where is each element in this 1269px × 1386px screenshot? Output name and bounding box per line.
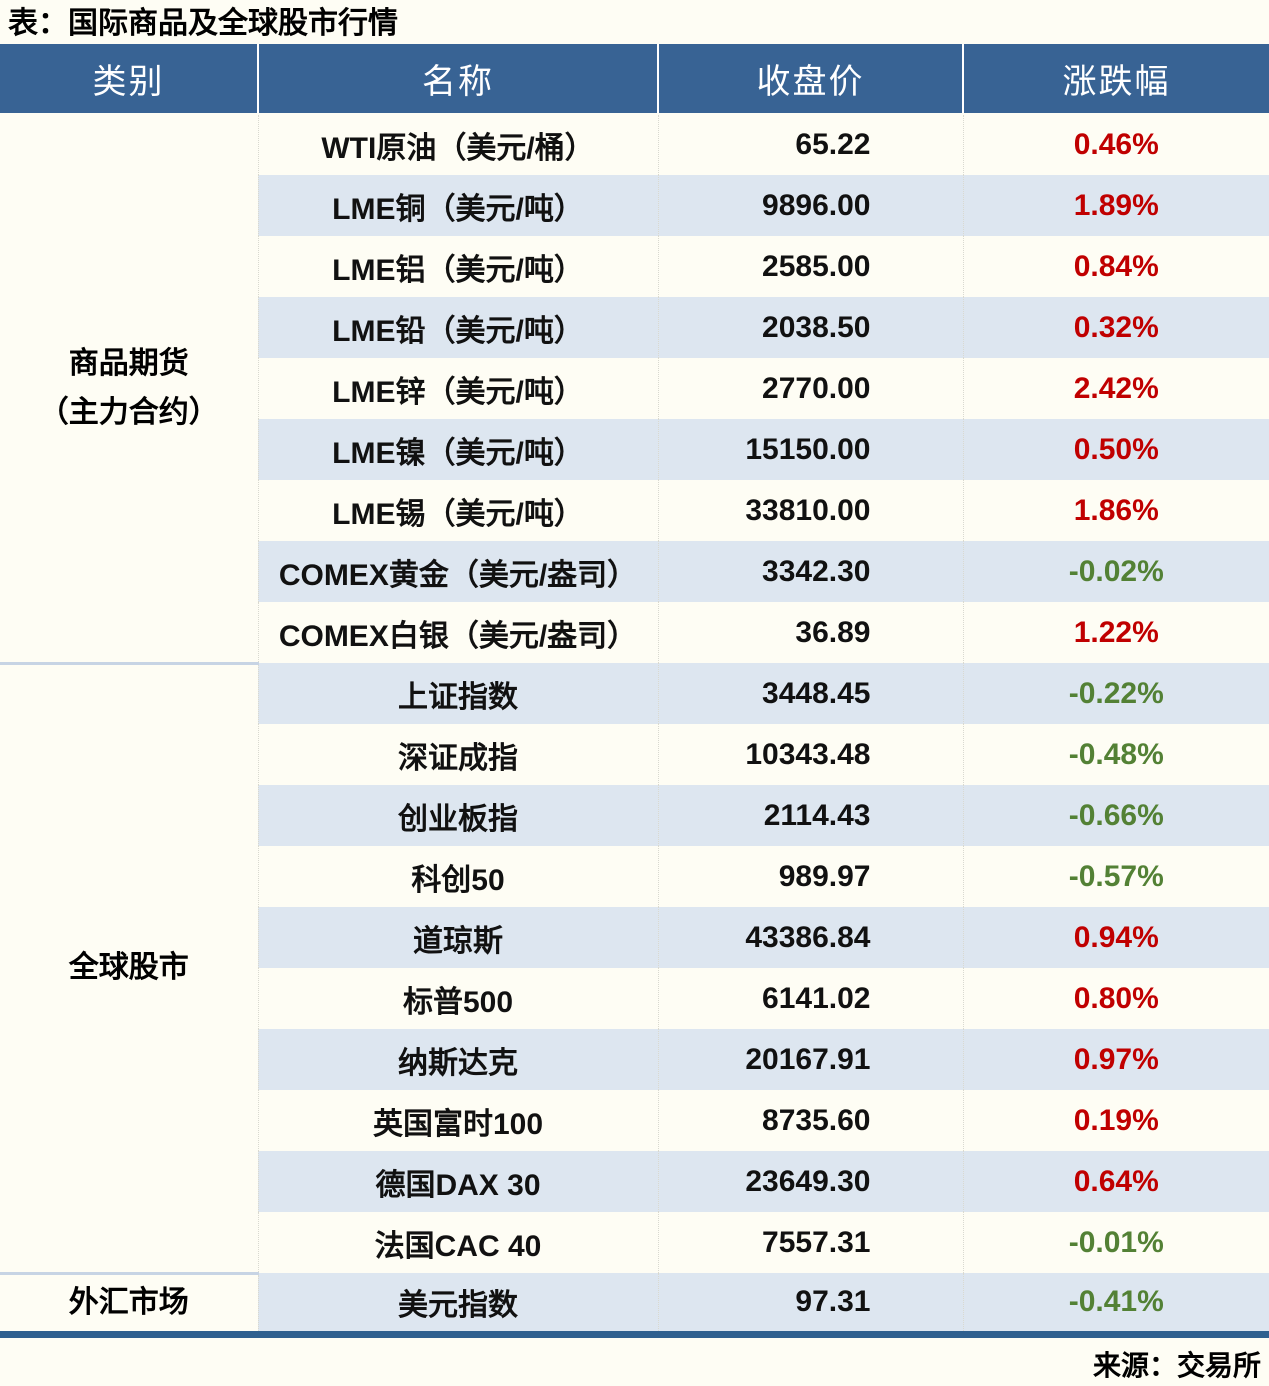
change-percent: 0.64% [962,1151,1269,1212]
table-row: LME镍（美元/吨） 15150.00 0.50% [0,419,1269,480]
change-percent: 0.84% [962,236,1269,297]
table-row: LME铜（美元/吨） 9896.00 1.89% [0,175,1269,236]
table-row: COMEX黄金（美元/盎司） 3342.30 -0.02% [0,541,1269,602]
close-price: 43386.84 [657,907,963,968]
table-row: 创业板指 2114.43 -0.66% [0,785,1269,846]
table-row: 标普500 6141.02 0.80% [0,968,1269,1029]
change-percent: 0.19% [962,1090,1269,1151]
instrument-name: 科创50 [257,846,658,907]
change-percent: 1.89% [962,175,1269,236]
change-percent: 2.42% [962,358,1269,419]
table-row: 纳斯达克 20167.91 0.97% [0,1029,1269,1090]
close-price: 10343.48 [657,724,963,785]
change-percent: 0.46% [962,114,1269,175]
page-title: 表：国际商品及全球股市行情 [8,7,398,40]
instrument-name: COMEX黄金（美元/盎司） [257,541,658,602]
instrument-name: LME铝（美元/吨） [257,236,658,297]
instrument-name: 法国CAC 40 [257,1212,658,1273]
close-price: 989.97 [657,846,963,907]
instrument-name: 美元指数 [257,1273,658,1334]
close-price: 2114.43 [657,785,963,846]
change-percent: -0.66% [962,785,1269,846]
source-note: 来源：交易所 [1092,1349,1261,1381]
market-table: 类别 名称 收盘价 涨跌幅 商品期货 （主力合约） WTI原油（美元/桶） 65.22 0.4… [0,44,1269,1338]
change-percent: 0.94% [962,907,1269,968]
table-header: 类别 名称 收盘价 涨跌幅 [0,44,1269,115]
change-percent: -0.48% [962,724,1269,785]
close-price: 9896.00 [657,175,963,236]
instrument-name: COMEX白银（美元/盎司） [257,602,658,663]
instrument-name: 纳斯达克 [257,1029,658,1090]
close-price: 2770.00 [657,358,963,419]
instrument-name: 英国富时100 [257,1090,658,1151]
table-row: 全球股市 上证指数 3448.45 -0.22% [0,661,1269,1273]
table-row: LME铅（美元/吨） 2038.50 0.32% [0,297,1269,358]
table-body: 商品期货 （主力合约） WTI原油（美元/桶） 65.22 0.46% LME铜（美元/吨… [0,114,1269,1334]
close-price: 15150.00 [657,419,963,480]
table-row: LME铝（美元/吨） 2585.00 0.84% [0,236,1269,297]
column-header-1: 名称 [257,44,658,115]
close-price: 2038.50 [657,297,963,358]
instrument-name: LME锌（美元/吨） [257,358,658,419]
category-cell: 全球股市 [0,661,258,1273]
close-price: 36.89 [657,602,963,663]
change-percent: 0.97% [962,1029,1269,1090]
change-percent: -0.02% [962,541,1269,602]
change-percent: 0.32% [962,297,1269,358]
category-cell: 商品期货 （主力合约） [0,114,258,663]
change-percent: -0.57% [962,846,1269,907]
table-row: 科创50 989.97 -0.57% [0,846,1269,907]
close-price: 23649.30 [657,1151,963,1212]
instrument-name: 道琼斯 [257,907,658,968]
table-row: LME锡（美元/吨） 33810.00 1.86% [0,480,1269,541]
instrument-name: 德国DAX 30 [257,1151,658,1212]
category-cell: 外汇市场 [0,1271,258,1334]
table-row: 外汇市场 美元指数 97.31 -0.41% [0,1271,1269,1334]
close-price: 7557.31 [657,1212,963,1273]
close-price: 33810.00 [657,480,963,541]
close-price: 2585.00 [657,236,963,297]
change-percent: 1.22% [962,602,1269,663]
table-row: 法国CAC 40 7557.31 -0.01% [0,1212,1269,1273]
change-percent: -0.22% [962,663,1269,724]
close-price: 20167.91 [657,1029,963,1090]
table-row: LME锌（美元/吨） 2770.00 2.42% [0,358,1269,419]
instrument-name: LME铅（美元/吨） [257,297,658,358]
instrument-name: LME镍（美元/吨） [257,419,658,480]
instrument-name: 标普500 [257,968,658,1029]
column-header-0: 类别 [0,44,258,115]
instrument-name: 创业板指 [257,785,658,846]
table-row: 道琼斯 43386.84 0.94% [0,907,1269,968]
change-percent: 0.80% [962,968,1269,1029]
change-percent: -0.41% [962,1273,1269,1334]
close-price: 65.22 [657,114,963,175]
instrument-name: LME锡（美元/吨） [257,480,658,541]
close-price: 8735.60 [657,1090,963,1151]
instrument-name: 深证成指 [257,724,658,785]
table-row: COMEX白银（美元/盎司） 36.89 1.22% [0,602,1269,663]
table-header-row: 类别 名称 收盘价 涨跌幅 [0,44,1269,115]
table-row: 深证成指 10343.48 -0.48% [0,724,1269,785]
instrument-name: 上证指数 [257,663,658,724]
column-header-2: 收盘价 [657,44,963,115]
table-row: 商品期货 （主力合约） WTI原油（美元/桶） 65.22 0.46% [0,114,1269,663]
table-row: 德国DAX 30 23649.30 0.64% [0,1151,1269,1212]
table-row: 英国富时100 8735.60 0.19% [0,1090,1269,1151]
close-price: 3342.30 [657,541,963,602]
instrument-name: LME铜（美元/吨） [257,175,658,236]
change-percent: -0.01% [962,1212,1269,1273]
column-header-3: 涨跌幅 [962,44,1269,115]
instrument-name: WTI原油（美元/桶） [257,114,658,175]
close-price: 97.31 [657,1273,963,1334]
close-price: 3448.45 [657,663,963,724]
change-percent: 0.50% [962,419,1269,480]
close-price: 6141.02 [657,968,963,1029]
change-percent: 1.86% [962,480,1269,541]
